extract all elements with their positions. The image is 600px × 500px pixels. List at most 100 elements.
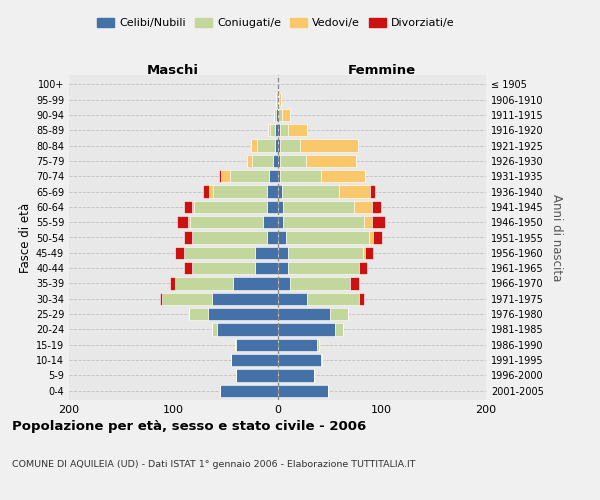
Bar bbox=[217, 323, 277, 336]
Bar bbox=[209, 185, 213, 198]
Bar bbox=[277, 308, 329, 320]
Bar bbox=[277, 338, 317, 351]
Bar bbox=[335, 323, 343, 336]
Bar bbox=[268, 124, 270, 136]
Bar bbox=[280, 154, 305, 167]
Bar bbox=[188, 216, 190, 228]
Bar bbox=[277, 369, 314, 382]
Bar bbox=[307, 292, 359, 305]
Text: COMUNE DI AQUILEIA (UD) - Dati ISTAT 1° gennaio 2006 - Elaborazione TUTTITALIA.I: COMUNE DI AQUILEIA (UD) - Dati ISTAT 1° … bbox=[12, 460, 415, 469]
Bar bbox=[363, 246, 365, 259]
Bar bbox=[277, 292, 307, 305]
Y-axis label: Fasce di età: Fasce di età bbox=[19, 202, 32, 272]
Bar bbox=[277, 108, 281, 121]
Text: Femmine: Femmine bbox=[347, 64, 416, 76]
Bar bbox=[277, 231, 286, 244]
Bar bbox=[373, 200, 381, 213]
Bar bbox=[254, 246, 277, 259]
Bar bbox=[277, 262, 288, 274]
Bar bbox=[194, 200, 267, 213]
Bar bbox=[263, 216, 277, 228]
Bar bbox=[213, 185, 267, 198]
Bar bbox=[230, 170, 269, 182]
Bar bbox=[251, 139, 257, 152]
Bar bbox=[277, 185, 281, 198]
Bar bbox=[212, 323, 217, 336]
Bar bbox=[203, 185, 209, 198]
Bar bbox=[175, 246, 184, 259]
Bar bbox=[192, 200, 194, 213]
Bar bbox=[184, 262, 192, 274]
Bar bbox=[359, 292, 364, 305]
Bar bbox=[277, 200, 283, 213]
Bar bbox=[170, 277, 175, 290]
Bar bbox=[365, 246, 373, 259]
Bar bbox=[370, 185, 376, 198]
Bar bbox=[359, 262, 367, 274]
Bar bbox=[192, 231, 267, 244]
Legend: Celibi/Nubili, Coniugati/e, Vedovi/e, Divorziati/e: Celibi/Nubili, Coniugati/e, Vedovi/e, Di… bbox=[93, 13, 459, 32]
Bar bbox=[373, 216, 385, 228]
Bar bbox=[280, 170, 321, 182]
Bar bbox=[364, 216, 373, 228]
Bar bbox=[236, 369, 277, 382]
Bar bbox=[274, 154, 277, 167]
Bar bbox=[277, 124, 280, 136]
Bar bbox=[178, 216, 188, 228]
Bar bbox=[277, 154, 280, 167]
Bar bbox=[277, 170, 280, 182]
Bar bbox=[189, 308, 208, 320]
Bar bbox=[175, 277, 233, 290]
Bar bbox=[277, 216, 283, 228]
Bar bbox=[277, 139, 280, 152]
Bar bbox=[267, 200, 277, 213]
Bar bbox=[219, 170, 221, 182]
Bar bbox=[353, 200, 373, 213]
Bar bbox=[317, 338, 319, 351]
Bar bbox=[184, 246, 254, 259]
Text: Maschi: Maschi bbox=[147, 64, 199, 76]
Bar bbox=[339, 185, 370, 198]
Bar bbox=[267, 185, 277, 198]
Bar bbox=[220, 384, 277, 397]
Bar bbox=[257, 139, 275, 152]
Bar bbox=[275, 139, 277, 152]
Bar bbox=[254, 262, 277, 274]
Bar bbox=[277, 384, 328, 397]
Bar bbox=[277, 354, 321, 366]
Bar bbox=[247, 154, 253, 167]
Bar bbox=[162, 292, 212, 305]
Bar bbox=[236, 338, 277, 351]
Bar bbox=[283, 216, 364, 228]
Bar bbox=[373, 231, 382, 244]
Bar bbox=[190, 216, 263, 228]
Bar bbox=[270, 124, 275, 136]
Bar bbox=[267, 231, 277, 244]
Y-axis label: Anni di nascita: Anni di nascita bbox=[550, 194, 563, 281]
Bar bbox=[288, 246, 363, 259]
Bar bbox=[253, 154, 274, 167]
Bar bbox=[233, 277, 277, 290]
Bar bbox=[369, 231, 373, 244]
Bar bbox=[301, 139, 358, 152]
Bar bbox=[305, 154, 356, 167]
Bar bbox=[269, 170, 277, 182]
Bar bbox=[277, 93, 278, 106]
Bar bbox=[160, 292, 162, 305]
Bar bbox=[274, 108, 277, 121]
Bar bbox=[290, 277, 350, 290]
Bar bbox=[212, 292, 277, 305]
Bar bbox=[321, 354, 322, 366]
Bar bbox=[350, 277, 359, 290]
Bar bbox=[277, 323, 335, 336]
Bar bbox=[288, 124, 307, 136]
Bar bbox=[281, 185, 339, 198]
Bar bbox=[286, 231, 369, 244]
Bar bbox=[184, 231, 192, 244]
Bar bbox=[192, 262, 254, 274]
Bar bbox=[329, 308, 349, 320]
Bar bbox=[230, 354, 277, 366]
Bar bbox=[184, 200, 192, 213]
Bar bbox=[235, 338, 236, 351]
Bar bbox=[208, 308, 277, 320]
